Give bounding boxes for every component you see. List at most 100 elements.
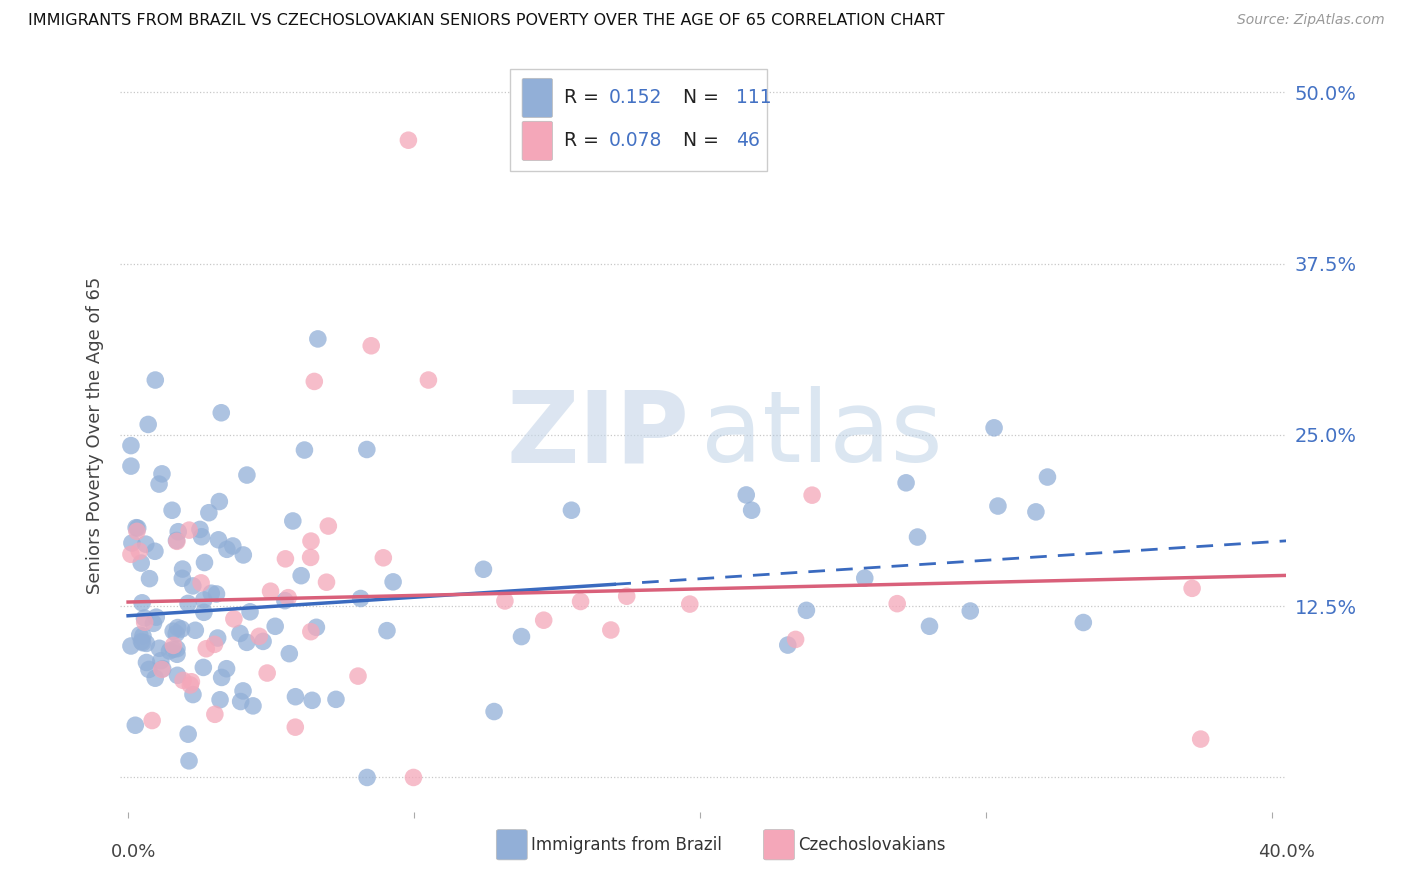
Point	[166, 668, 188, 682]
Point	[204, 707, 226, 722]
Point	[142, 616, 165, 631]
Point	[396, 133, 419, 147]
Point	[148, 641, 170, 656]
Text: 111: 111	[735, 88, 772, 107]
Point	[886, 597, 908, 611]
Point	[160, 503, 183, 517]
Point	[128, 628, 150, 642]
Point	[167, 524, 190, 539]
Point	[124, 718, 146, 732]
Point	[741, 503, 763, 517]
Point	[179, 678, 201, 692]
Point	[304, 375, 326, 389]
Text: Source: ZipAtlas.com: Source: ZipAtlas.com	[1237, 13, 1385, 28]
Text: R =: R =	[564, 131, 605, 151]
Point	[281, 514, 304, 528]
Point	[120, 639, 142, 653]
Point	[510, 630, 533, 644]
Point	[239, 605, 262, 619]
Point	[560, 503, 582, 517]
Point	[143, 544, 166, 558]
Point	[177, 596, 200, 610]
Point	[318, 519, 340, 533]
Point	[569, 594, 592, 608]
Point	[1189, 732, 1212, 747]
Point	[162, 624, 184, 639]
Point	[143, 671, 166, 685]
Point	[247, 629, 270, 643]
Point	[482, 705, 505, 719]
Point	[215, 662, 238, 676]
FancyBboxPatch shape	[522, 121, 553, 161]
Point	[131, 634, 153, 648]
Point	[190, 530, 212, 544]
Point	[200, 586, 222, 600]
Point	[1025, 505, 1047, 519]
Point	[193, 593, 215, 607]
Point	[307, 332, 329, 346]
Point	[166, 647, 188, 661]
Point	[190, 575, 212, 590]
Point	[198, 506, 221, 520]
FancyBboxPatch shape	[510, 70, 768, 171]
Point	[131, 596, 153, 610]
Point	[208, 494, 231, 508]
Point	[152, 662, 174, 676]
Point	[277, 591, 299, 605]
Point	[125, 521, 148, 535]
Point	[274, 552, 297, 566]
Point	[236, 635, 259, 649]
Text: 0.0%: 0.0%	[111, 843, 156, 861]
Point	[145, 610, 167, 624]
Point	[184, 624, 207, 638]
Point	[735, 488, 758, 502]
Point	[796, 603, 818, 617]
Point	[166, 533, 188, 548]
Point	[134, 615, 156, 630]
Point	[232, 548, 254, 562]
Point	[143, 373, 166, 387]
Point	[242, 698, 264, 713]
Point	[204, 637, 226, 651]
Point	[229, 626, 252, 640]
Point	[229, 694, 252, 708]
Point	[1073, 615, 1095, 630]
Point	[177, 754, 200, 768]
Point	[222, 612, 245, 626]
Point	[382, 574, 405, 589]
Point	[278, 647, 301, 661]
Point	[983, 421, 1005, 435]
Point	[172, 571, 194, 585]
Point	[907, 530, 929, 544]
Point	[150, 662, 173, 676]
Point	[135, 656, 157, 670]
Point	[299, 534, 322, 549]
Point	[166, 641, 188, 656]
Point	[356, 771, 378, 785]
Point	[894, 475, 917, 490]
FancyBboxPatch shape	[522, 78, 553, 118]
Point	[325, 692, 347, 706]
Point	[284, 720, 307, 734]
Point	[215, 542, 238, 557]
Point	[141, 714, 163, 728]
Text: N =: N =	[672, 88, 725, 107]
Point	[679, 597, 702, 611]
Point	[125, 524, 148, 539]
Point	[472, 562, 495, 576]
Point	[136, 417, 159, 432]
Point	[166, 534, 188, 549]
Point	[264, 619, 287, 633]
Point	[159, 644, 181, 658]
Point	[959, 604, 981, 618]
Point	[232, 684, 254, 698]
Point	[128, 544, 150, 558]
Point	[616, 589, 638, 603]
Point	[259, 584, 281, 599]
Point	[375, 624, 398, 638]
Point	[165, 626, 187, 640]
Point	[193, 556, 215, 570]
Point	[801, 488, 824, 502]
Point	[181, 579, 204, 593]
Point	[121, 536, 143, 550]
